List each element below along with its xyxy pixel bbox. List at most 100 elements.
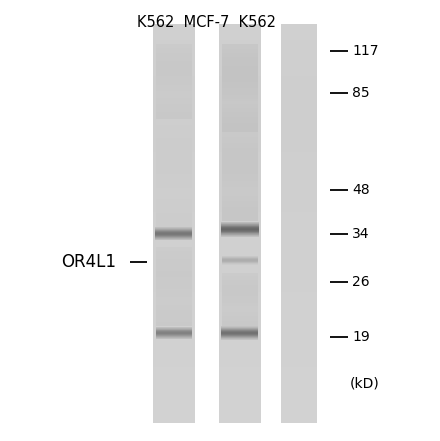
Bar [153,236,195,240]
Bar [222,104,257,106]
Bar [219,248,260,252]
Bar [219,124,260,128]
Bar [219,56,260,60]
Bar [156,325,191,326]
Bar [222,108,257,110]
Bar [281,351,317,355]
Bar [156,104,191,106]
Bar [222,291,257,292]
Bar [281,388,317,392]
Bar [156,122,191,124]
Bar [156,216,191,218]
Bar [153,140,195,144]
Bar [153,144,195,148]
Bar [222,46,257,49]
Bar [222,123,257,126]
Bar [281,419,317,423]
Bar [281,404,317,407]
Bar [222,163,257,165]
Text: 85: 85 [352,86,370,100]
Bar [222,312,257,313]
Bar [281,140,317,144]
Bar [156,67,191,68]
Bar [156,72,191,74]
Bar [153,200,195,204]
Bar [156,155,191,158]
Bar [222,284,257,285]
Bar [281,260,317,264]
Bar [156,68,191,70]
Bar [281,252,317,256]
Bar [153,56,195,60]
Bar [219,388,260,392]
Bar [219,184,260,188]
Bar [222,322,257,324]
Bar [219,383,260,388]
Bar [153,48,195,52]
Bar [153,108,195,112]
Bar [222,324,257,325]
Bar [153,383,195,388]
Bar [281,367,317,371]
Text: OR4L1: OR4L1 [62,254,117,271]
Bar [153,64,195,68]
Bar [222,141,257,143]
Bar [222,279,257,280]
Bar [219,324,260,328]
Bar [153,212,195,216]
Bar [219,224,260,228]
Bar [222,152,257,154]
Bar [153,256,195,260]
Bar [222,68,257,71]
Bar [281,184,317,188]
Bar [219,120,260,124]
Bar [281,232,317,236]
Bar [222,179,257,181]
Bar [153,299,195,303]
Bar [281,415,317,419]
Bar [219,24,260,28]
Bar [281,200,317,204]
Bar [219,192,260,196]
Bar [281,172,317,176]
Bar [281,180,317,184]
Bar [281,112,317,116]
Bar [153,112,195,116]
Bar [153,228,195,232]
Bar [156,322,191,325]
Bar [222,218,257,220]
Bar [281,216,317,220]
Bar [156,309,191,310]
Bar [281,292,317,295]
Bar [153,232,195,236]
Bar [219,80,260,84]
Bar [219,379,260,383]
Bar [156,169,191,172]
Bar [281,320,317,324]
Bar [281,276,317,280]
Bar [222,130,257,132]
Bar [281,124,317,128]
Bar [222,187,257,190]
Bar [153,244,195,248]
Bar [153,407,195,411]
Bar [156,255,191,257]
Bar [153,404,195,407]
Bar [222,168,257,170]
Bar [222,317,257,318]
Bar [222,214,257,216]
Bar [219,371,260,375]
Bar [219,359,260,363]
Bar [153,152,195,156]
Bar [281,76,317,80]
Bar [153,160,195,164]
Bar [222,161,257,163]
Bar [222,135,257,137]
Bar [156,196,191,199]
Bar [153,344,195,348]
Bar [281,204,317,208]
Bar [219,44,260,48]
Bar [222,288,257,289]
Bar [156,147,191,149]
Bar [222,310,257,312]
